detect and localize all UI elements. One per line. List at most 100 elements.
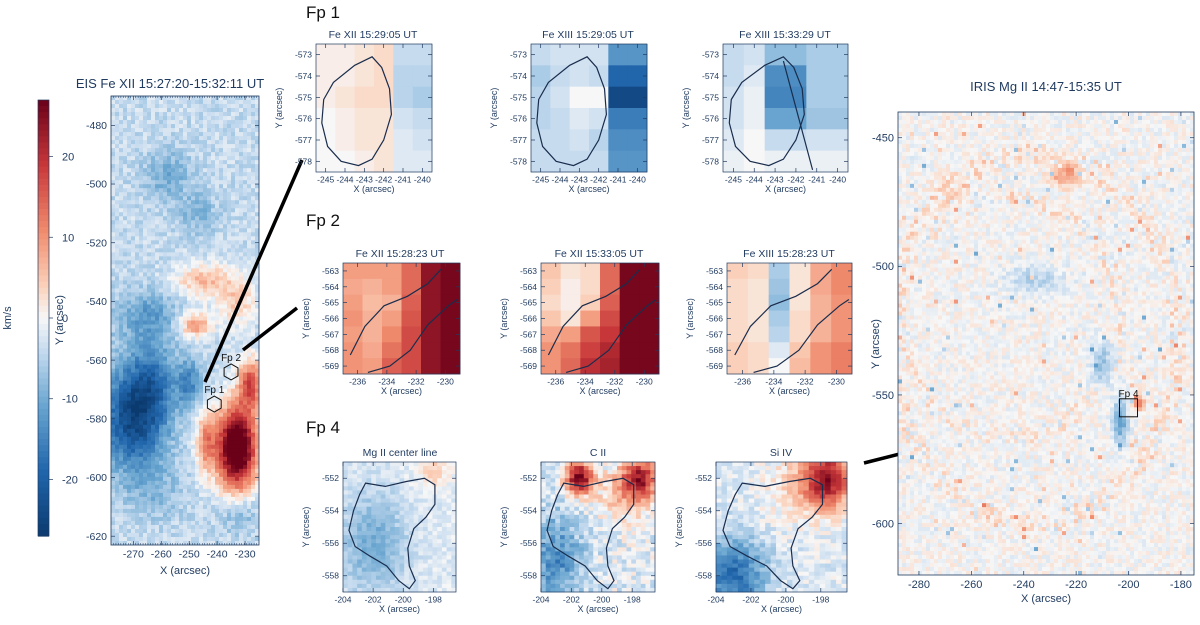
eis-pixel — [155, 340, 160, 346]
eis-pixel — [239, 168, 244, 173]
eis-pixel — [239, 96, 244, 101]
eis-pixel — [231, 136, 236, 141]
eis-pixel — [215, 104, 220, 109]
eis-pixel — [171, 188, 176, 193]
eis-pixel — [223, 492, 228, 498]
eis-pixel — [199, 456, 204, 462]
panel-pixel — [432, 462, 438, 467]
eis-pixel — [231, 232, 236, 237]
eis-pixel — [139, 448, 144, 454]
eis-pixel — [143, 240, 148, 245]
eis-pixel — [115, 228, 120, 233]
eis-pixel — [231, 400, 236, 406]
eis-pixel — [139, 224, 144, 229]
eis-pixel — [247, 212, 252, 217]
eis-pixel — [115, 216, 120, 221]
connector-fp1 — [203, 159, 304, 383]
panel-pixel — [361, 474, 367, 479]
eis-pixel — [135, 496, 140, 502]
eis-pixel — [219, 464, 224, 470]
eis-pixel — [111, 176, 116, 181]
eis-pixel — [115, 416, 120, 422]
eis-pixel — [131, 480, 136, 486]
eis-pixel — [171, 152, 176, 157]
eis-pixel — [159, 308, 164, 313]
eis-pixel — [171, 396, 176, 402]
eis-pixel — [199, 512, 204, 518]
eis-pixel — [231, 340, 236, 346]
eis-pixel — [155, 96, 160, 101]
eis-pixel — [187, 352, 192, 358]
eis-pixel — [131, 368, 136, 374]
colorbar-step — [38, 433, 49, 440]
eis-pixel — [167, 500, 172, 506]
eis-pixel — [175, 176, 180, 181]
eis-pixel — [111, 284, 116, 289]
eis-pixel — [183, 360, 188, 366]
eis-pixel — [159, 224, 164, 229]
eis-pixel — [203, 296, 208, 301]
eis-pixel — [219, 372, 224, 378]
panel-cell — [785, 150, 807, 173]
eis-pixel — [131, 308, 136, 313]
eis-pixel — [199, 396, 204, 402]
eis-pixel — [255, 392, 259, 398]
eis-pixel — [167, 224, 172, 229]
eis-pixel — [195, 148, 200, 153]
eis-pixel — [251, 164, 256, 169]
eis-pixel — [179, 124, 184, 129]
eis-pixel — [163, 100, 168, 105]
eis-pixel — [211, 444, 216, 450]
eis-pixel — [143, 476, 148, 482]
eis-pixel — [207, 448, 212, 454]
eis-pixel — [207, 220, 212, 225]
eis-pixel — [127, 312, 132, 317]
panel-cell — [600, 342, 621, 359]
eis-pixel — [207, 184, 212, 189]
eis-pixel — [115, 320, 120, 326]
eis-pixel — [211, 452, 216, 458]
eis-pixel — [135, 104, 140, 109]
eis-pixel — [195, 380, 200, 386]
eis-pixel — [115, 252, 120, 257]
eis-pixel — [155, 440, 160, 446]
eis-pixel — [167, 288, 172, 293]
eis-pixel — [115, 276, 120, 281]
eis-pixel — [215, 196, 220, 201]
eis-pixel — [175, 108, 180, 113]
eis-pixel — [147, 496, 152, 502]
eis-pixel — [175, 264, 180, 269]
eis-pixel — [135, 392, 140, 398]
eis-pixel — [215, 252, 220, 257]
eis-pixel — [127, 96, 132, 101]
eis-pixel — [167, 144, 172, 149]
eis-pixel — [131, 108, 136, 113]
eis-pixel — [139, 288, 144, 293]
eis-pixel — [183, 464, 188, 470]
eis-pixel — [171, 312, 176, 317]
panel-cell — [764, 108, 786, 130]
eis-pixel — [171, 524, 176, 530]
eis-pixel — [183, 240, 188, 245]
eis-pixel — [159, 288, 164, 293]
eis-pixel — [191, 520, 196, 526]
eis-pixel — [195, 376, 200, 382]
panel-cell — [619, 310, 640, 327]
eis-pixel — [147, 232, 152, 237]
eis-pixel — [179, 436, 184, 442]
eis-pixel — [115, 452, 120, 458]
eis-pixel — [139, 96, 144, 101]
eis-pixel — [111, 140, 116, 145]
panel-cell — [627, 108, 648, 130]
colorbar-step — [38, 172, 49, 180]
eis-pixel — [219, 192, 224, 197]
eis-pixel — [235, 152, 240, 157]
eis-pixel — [199, 440, 204, 446]
eis-pixel — [123, 184, 128, 189]
eis-pixel — [199, 356, 204, 362]
eis-pixel — [255, 500, 259, 506]
panel-cell — [550, 108, 571, 130]
eis-pixel — [227, 192, 232, 197]
eis-pixel — [115, 272, 120, 277]
eis-pixel — [195, 480, 200, 486]
